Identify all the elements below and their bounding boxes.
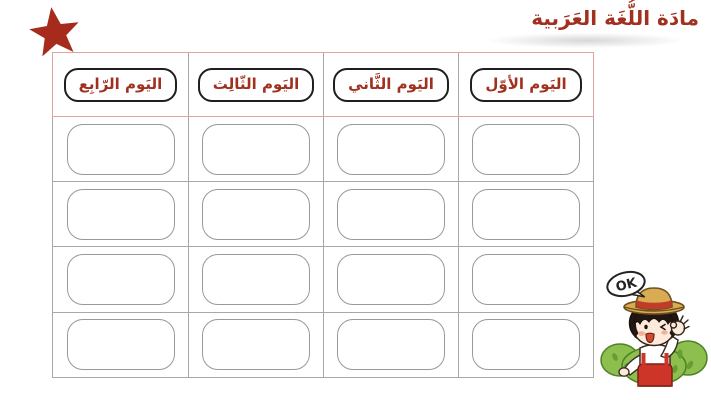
table-cell bbox=[458, 117, 593, 183]
day-header-pill: اليَوم الثّالِث bbox=[197, 67, 315, 102]
day-header-label: اليَوم الثَّاني bbox=[348, 74, 434, 93]
answer-slot[interactable] bbox=[66, 319, 175, 371]
maruko-head bbox=[623, 287, 685, 347]
answer-slot[interactable] bbox=[202, 319, 310, 371]
answer-slot[interactable] bbox=[337, 253, 445, 305]
page-title: مادَة اللُّغَة العَرَبية bbox=[531, 6, 699, 30]
answer-slot[interactable] bbox=[337, 319, 445, 371]
answer-slot[interactable] bbox=[337, 123, 445, 175]
answer-slot[interactable] bbox=[66, 188, 175, 240]
title-shadow bbox=[488, 33, 683, 48]
table-cell bbox=[458, 247, 593, 313]
table-cell bbox=[323, 182, 458, 248]
day-header-label: اليَوم الرّابِع bbox=[78, 74, 163, 93]
ok-bubble-text: OK bbox=[614, 275, 639, 295]
table-cell bbox=[188, 312, 323, 378]
table-cell bbox=[188, 247, 323, 313]
table-cell bbox=[323, 312, 458, 378]
table-cell bbox=[188, 117, 323, 183]
day-header-pill: اليَوم الأوّل bbox=[470, 67, 582, 102]
days-table: اليَوم الأوّل اليَوم الثَّاني اليَوم الثّا… bbox=[52, 52, 594, 378]
table-body bbox=[52, 117, 594, 378]
answer-slot[interactable] bbox=[66, 253, 175, 305]
answer-slot[interactable] bbox=[472, 319, 580, 371]
header-cell-day-4: اليَوم الرّابِع bbox=[53, 53, 188, 116]
table-cell bbox=[53, 117, 188, 183]
table-cell bbox=[323, 247, 458, 313]
ok-speech-bubble: OK bbox=[606, 270, 646, 298]
answer-slot[interactable] bbox=[202, 188, 310, 240]
table-cell bbox=[53, 247, 188, 313]
table-cell bbox=[53, 313, 188, 378]
table-cell bbox=[458, 182, 593, 248]
day-header-label: اليَوم الثّالِث bbox=[212, 74, 300, 93]
header-cell-day-1: اليَوم الأوّل bbox=[458, 53, 593, 116]
day-header-pill: اليَوم الرّابِع bbox=[63, 67, 178, 102]
answer-slot[interactable] bbox=[472, 123, 580, 175]
table-cell bbox=[188, 182, 323, 248]
day-header-label: اليَوم الأوّل bbox=[485, 74, 567, 93]
header-cell-day-3: اليَوم الثّالِث bbox=[188, 53, 323, 116]
answer-slot[interactable] bbox=[202, 253, 310, 305]
answer-slot[interactable] bbox=[472, 253, 580, 305]
maruko-body bbox=[618, 333, 679, 387]
table-cell bbox=[323, 117, 458, 183]
answer-slot[interactable] bbox=[66, 123, 175, 175]
ok-hand bbox=[669, 315, 690, 336]
star-icon bbox=[24, 5, 86, 62]
day-header-pill: اليَوم الثَّاني bbox=[333, 67, 449, 102]
table-cell bbox=[458, 312, 593, 378]
answer-slot[interactable] bbox=[472, 188, 580, 240]
answer-slot[interactable] bbox=[337, 188, 445, 240]
table-header-row: اليَوم الأوّل اليَوم الثَّاني اليَوم الثّا… bbox=[52, 52, 594, 117]
answer-slot[interactable] bbox=[202, 123, 310, 175]
header-cell-day-2: اليَوم الثَّاني bbox=[323, 53, 458, 116]
table-cell bbox=[53, 182, 188, 248]
star-shape bbox=[29, 7, 79, 57]
maruko-sticker: OK bbox=[600, 268, 708, 390]
